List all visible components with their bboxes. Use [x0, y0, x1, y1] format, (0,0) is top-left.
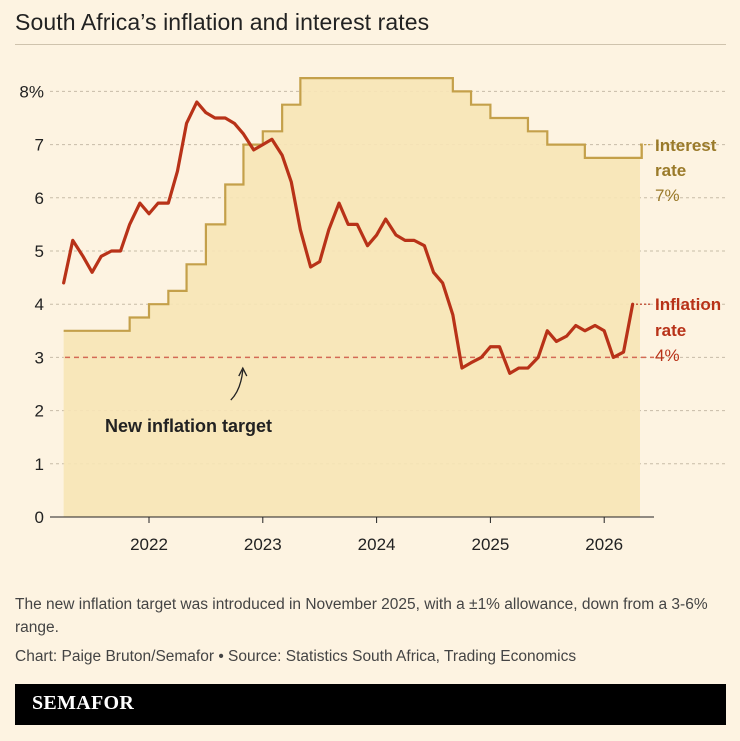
series-lines: [62, 77, 643, 375]
y-tick-label-8: 8%: [19, 82, 44, 101]
series-labels: Interest rate 7% Inflation rate 4%: [636, 136, 721, 365]
inflation-rate-value-label: 4%: [655, 346, 680, 365]
y-tick-label-0: 0: [35, 508, 44, 527]
interest-area: [63, 78, 642, 517]
y-tick-label-6: 6: [35, 189, 44, 208]
footer-bar: SEMAFOR: [15, 684, 726, 725]
inflation-rate-label-line2: rate: [655, 321, 686, 340]
inflation-rate-label-line1: Inflation: [655, 295, 721, 314]
annotation-arrow: [230, 369, 244, 401]
annotations: New inflation target: [105, 366, 272, 436]
chart-note: The new inflation target was introduced …: [15, 596, 708, 636]
y-tick-label-2: 2: [35, 402, 44, 421]
annotation-arrowhead: [238, 366, 248, 377]
interest-rate-label-line2: rate: [655, 161, 686, 180]
y-tick-label-1: 1: [35, 455, 44, 474]
annotation-new-inflation-target: New inflation target: [105, 416, 272, 436]
inflation-rate-line: [62, 100, 635, 375]
chart-credit: Chart: Paige Bruton/Semafor • Source: St…: [15, 648, 577, 665]
y-tick-label-3: 3: [35, 348, 44, 367]
x-tick-label-2026: 2026: [585, 535, 623, 554]
y-tick-label-4: 4: [35, 295, 44, 314]
interest-rate-area: [63, 78, 642, 517]
axes: 0 1 2 3 4 5 6 7 8% 2022 2023 2024 2025 2026: [19, 82, 654, 554]
x-tick-label-2023: 2023: [244, 535, 282, 554]
title-divider: [15, 44, 726, 45]
x-tick-label-2022: 2022: [130, 535, 168, 554]
interest-rate-label-line1: Interest: [655, 136, 717, 155]
interest-rate-value-label: 7%: [655, 186, 680, 205]
semafor-logo: SEMAFOR: [32, 692, 135, 714]
line-chart: 0 1 2 3 4 5 6 7 8% 2022 2023 2024 2025 2026 Interest r…: [19, 77, 726, 554]
x-tick-label-2024: 2024: [358, 535, 396, 554]
chart-title: South Africa’s inflation and interest ra…: [15, 9, 430, 35]
x-tick-label-2025: 2025: [471, 535, 509, 554]
y-tick-label-5: 5: [35, 242, 44, 261]
interest-rate-line: [63, 77, 643, 332]
y-tick-label-7: 7: [35, 136, 44, 155]
